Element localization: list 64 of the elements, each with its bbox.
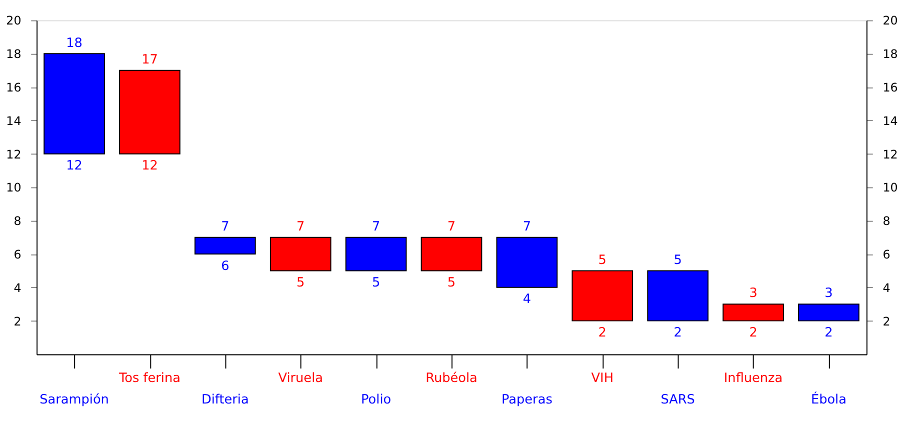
annotation: 5 (598, 252, 606, 268)
y2-tick-label: 2 (882, 314, 890, 328)
annotation: 3 (749, 286, 758, 302)
bar (496, 236, 558, 288)
annotation: 2 (749, 326, 758, 341)
annotation: 6 (221, 258, 230, 274)
bar (572, 270, 634, 322)
annotation: 17 (142, 52, 158, 68)
x-tick-label: Difteria (201, 392, 249, 408)
bar (194, 236, 256, 255)
y-tick-label: 20 (6, 14, 22, 28)
y-tick-label: 2 (14, 314, 22, 328)
y-tick-label: 12 (6, 147, 22, 162)
x-tick-label: Influenza (724, 370, 783, 386)
annotation: 12 (66, 158, 82, 174)
y2-tick-label: 20 (882, 14, 898, 28)
x-tick-label: Viruela (278, 370, 323, 386)
y2-tick-label: 18 (882, 47, 898, 62)
annotation: 12 (142, 158, 158, 174)
bar (119, 70, 180, 154)
y2-tick-label: 14 (882, 114, 898, 128)
bar (647, 270, 709, 322)
bar (270, 236, 332, 272)
annotation: 2 (824, 326, 833, 341)
y-tick-label: 14 (6, 114, 22, 128)
annotation: 18 (66, 36, 82, 51)
x-tick-label: SARS (660, 392, 695, 408)
y-tick-label: 6 (14, 247, 22, 262)
y2-tick-label: 4 (882, 280, 890, 295)
y-tick-label: 16 (6, 80, 22, 95)
annotation: 4 (522, 292, 532, 308)
annotation: 5 (674, 252, 682, 268)
x-tick-label: Polio (361, 392, 392, 408)
bar (44, 53, 105, 154)
annotation: 5 (296, 276, 305, 291)
x-tick-label: VIH (591, 370, 614, 386)
y-tick-label: 10 (6, 180, 22, 195)
x-tick-label: Paperas (502, 392, 553, 408)
annotation: 2 (598, 326, 606, 341)
annotation: 5 (372, 276, 380, 291)
annotation: 5 (447, 276, 456, 291)
x-tick-label: Rubéola (426, 370, 478, 386)
bar (798, 304, 860, 322)
y-tick-label: 18 (6, 47, 22, 62)
y2-tick-label: 8 (882, 214, 890, 228)
x-tick-label: Tos ferina (118, 370, 180, 386)
annotation: 7 (221, 219, 230, 234)
bar (420, 236, 482, 272)
annotation: 7 (522, 219, 532, 234)
annotation: 3 (824, 286, 833, 302)
annotation: 7 (296, 219, 305, 234)
y2-tick-label: 6 (882, 247, 890, 262)
annotation: 7 (447, 219, 456, 234)
y-tick-label: 4 (14, 280, 22, 295)
y2-tick-label: 10 (882, 180, 898, 195)
y2-tick-label: 16 (882, 80, 898, 95)
bar (345, 236, 407, 272)
x-tick-label: Sarampión (40, 392, 109, 408)
y2-tick-label: 12 (882, 147, 898, 162)
y-tick-label: 8 (14, 214, 22, 228)
x-tick-label: Ébola (810, 392, 846, 408)
bar (722, 304, 784, 322)
annotation: 7 (372, 219, 380, 234)
annotation: 2 (674, 326, 682, 341)
